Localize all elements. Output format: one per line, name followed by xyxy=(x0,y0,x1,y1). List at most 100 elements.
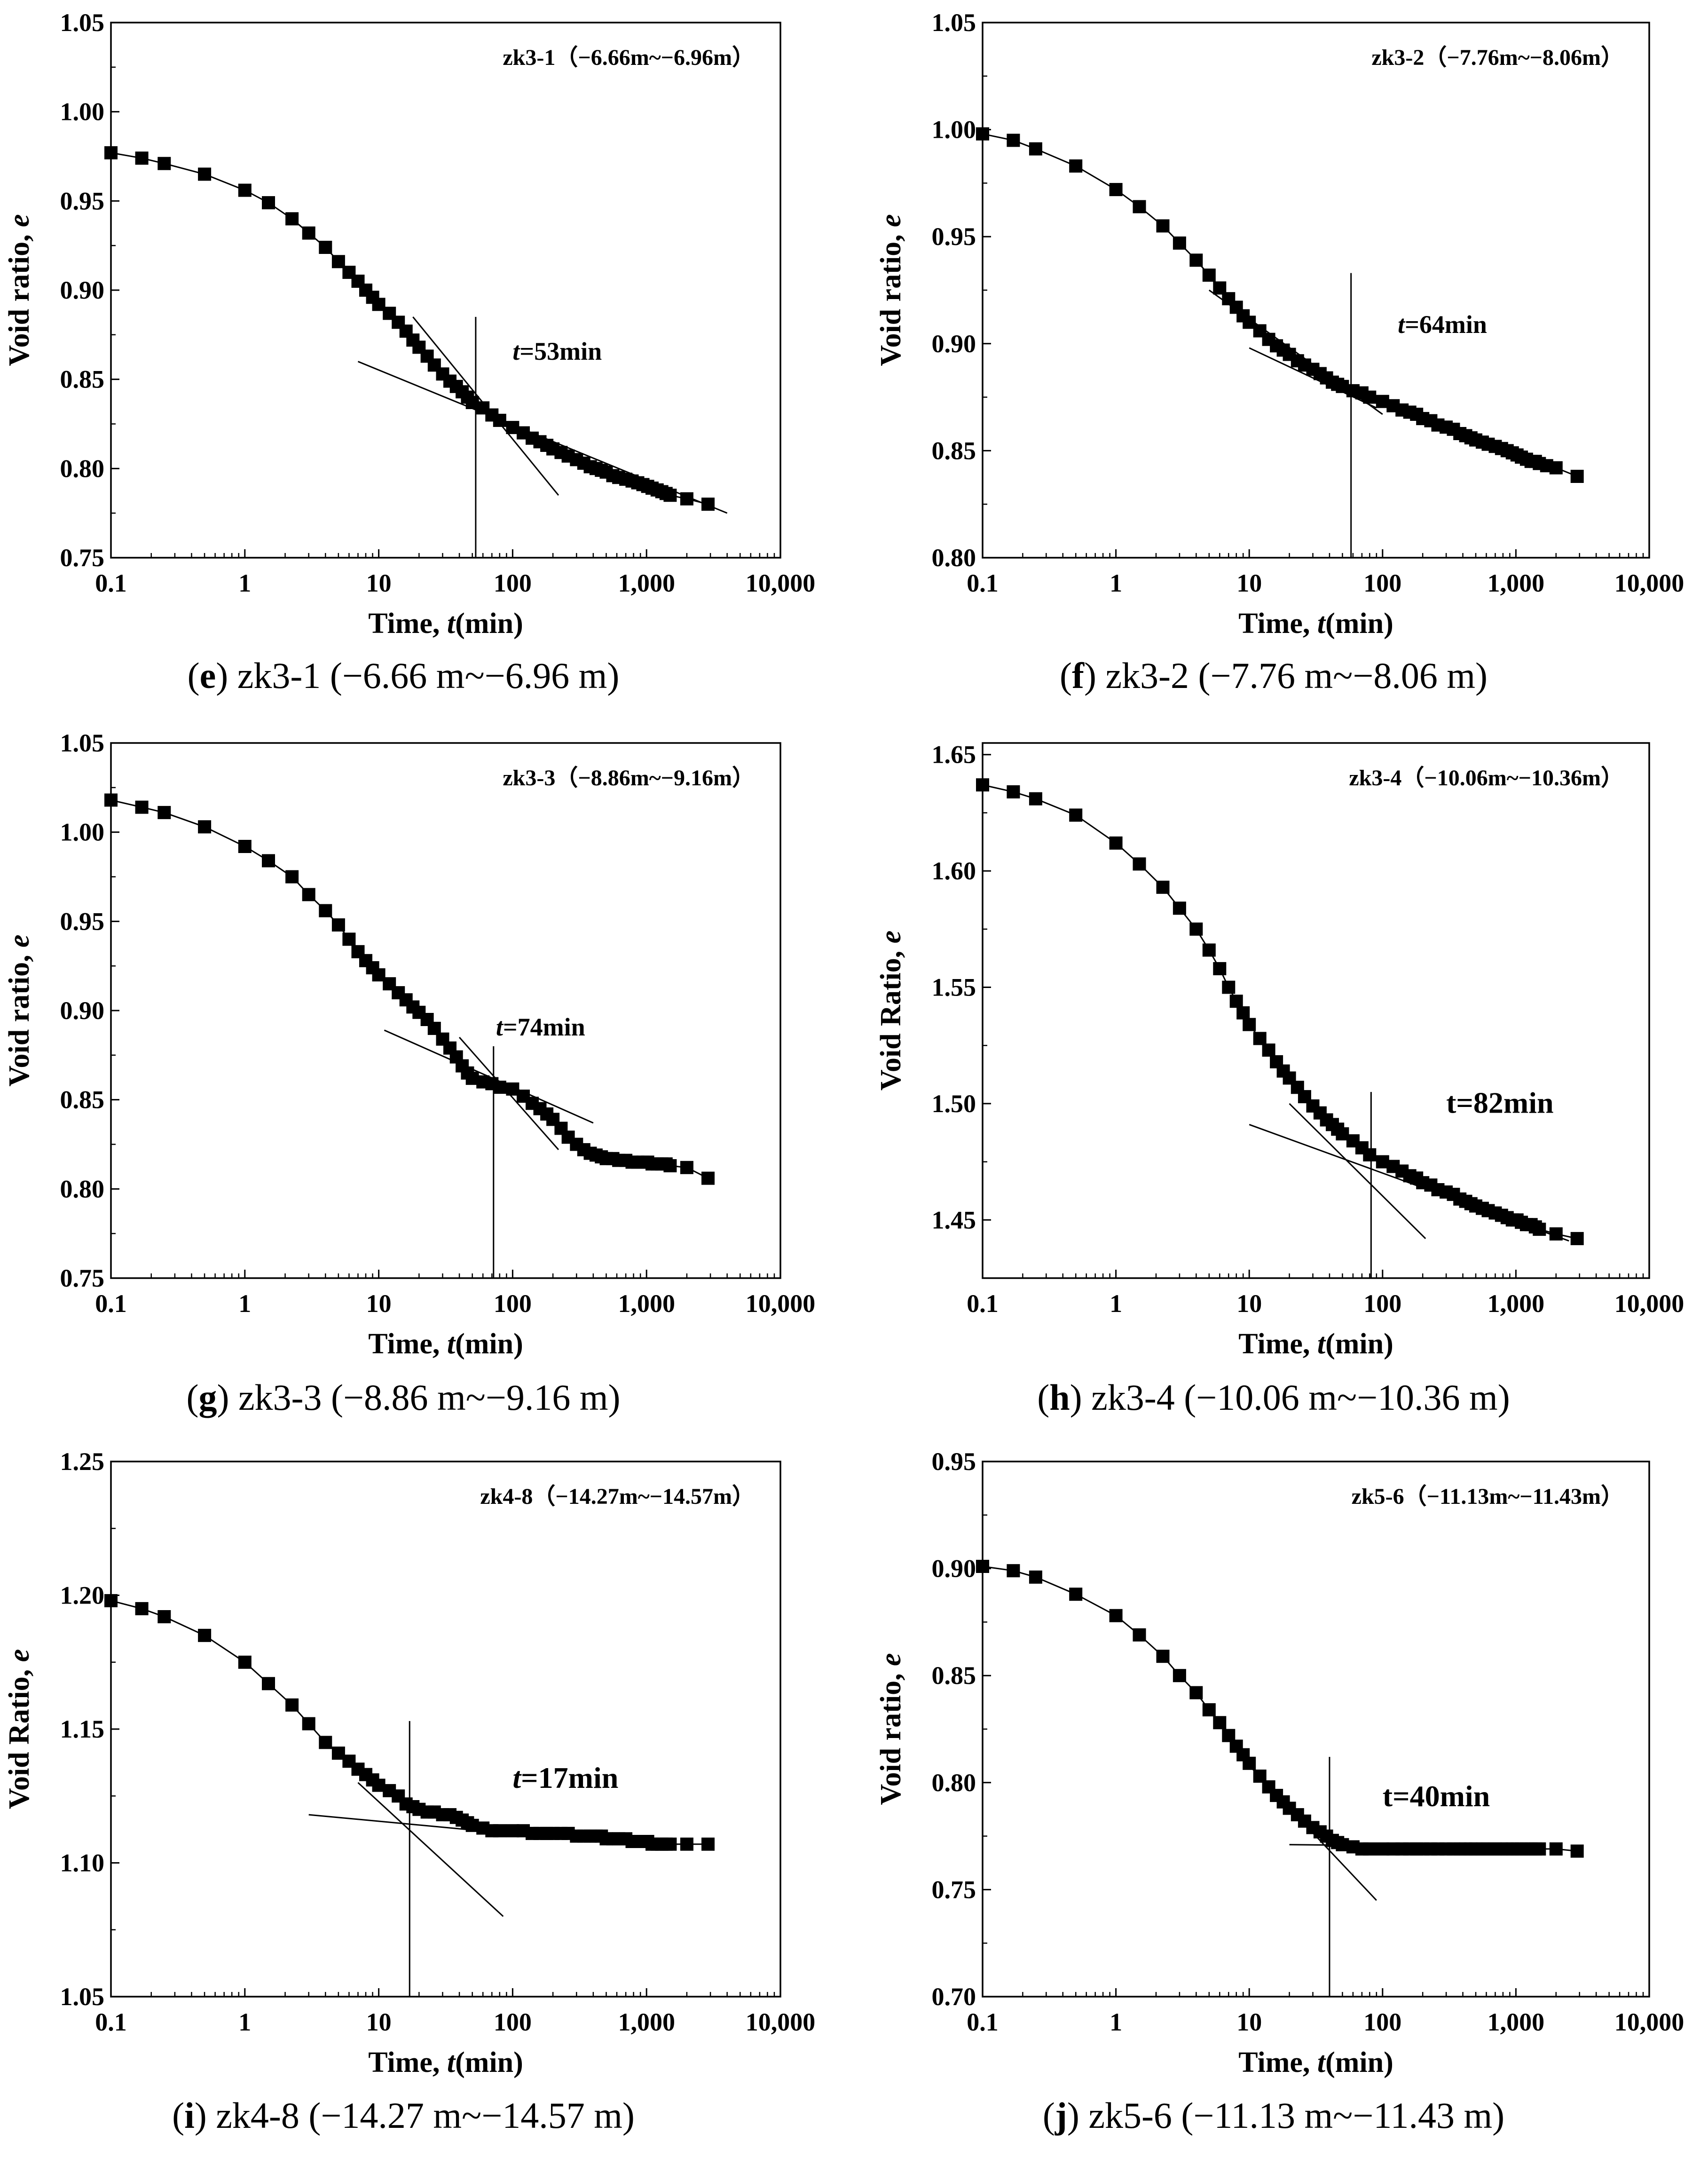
data-point xyxy=(1173,901,1186,915)
caption-paren-close: ) xyxy=(195,2095,207,2136)
data-point xyxy=(1156,1650,1170,1663)
y-tick-label: 0.95 xyxy=(932,222,976,251)
time-annotation-value: =17min xyxy=(521,1761,618,1794)
x-tick-label: 1,000 xyxy=(618,2008,675,2036)
panel-caption: (f) zk3-2 (−7.76 m~−8.06 m) xyxy=(1060,655,1488,696)
panel-caption: (e) zk3-1 (−6.66 m~−6.96 m) xyxy=(188,655,620,696)
tangent-line-primary-consolidation xyxy=(1208,289,1383,415)
data-point xyxy=(1549,461,1563,474)
data-point xyxy=(663,1159,677,1172)
data-point xyxy=(1133,1628,1146,1642)
x-tick-label: 10,000 xyxy=(1614,2008,1684,2036)
caption-letter: e xyxy=(200,655,216,696)
data-point xyxy=(1007,134,1020,147)
data-point xyxy=(1243,1018,1256,1031)
y-tick-label: 0.70 xyxy=(932,1983,976,2011)
tangent-line-primary-consolidation xyxy=(357,1782,504,1917)
y-tick-label: 1.05 xyxy=(60,729,105,757)
data-point xyxy=(262,854,275,868)
data-point xyxy=(1109,836,1123,850)
x-tick-label: 10,000 xyxy=(1614,569,1684,597)
time-annotation-variable: t xyxy=(512,337,520,365)
data-point xyxy=(1189,1686,1203,1699)
x-axis-title-text: Time, xyxy=(368,1328,447,1360)
y-tick-label: 1.20 xyxy=(60,1581,105,1610)
x-tick-label: 10,000 xyxy=(746,1289,816,1318)
data-point xyxy=(1109,183,1123,197)
x-tick-label: 1,000 xyxy=(1488,1289,1545,1318)
caption-paren-open: ( xyxy=(172,2095,184,2136)
x-tick-label: 1,000 xyxy=(1488,569,1545,597)
x-axis-title-unit: (min) xyxy=(1325,608,1393,640)
x-axis-title: Time, t(min) xyxy=(1238,608,1393,640)
x-axis-title-text: Time, xyxy=(1238,608,1317,640)
x-tick-label: 10,000 xyxy=(1614,1289,1684,1318)
caption-paren-open: ( xyxy=(186,1377,198,1418)
y-axis-title-text: Void Ratio, xyxy=(875,943,907,1090)
x-tick-label: 0.1 xyxy=(95,2008,127,2036)
caption-letter: i xyxy=(184,2095,195,2136)
caption-paren-close: ) xyxy=(216,655,228,696)
data-point xyxy=(1173,236,1186,250)
data-point xyxy=(319,904,332,917)
tangent-line-secondary-compression xyxy=(1289,1844,1540,1848)
time-annotation-variable: t xyxy=(512,1761,522,1794)
specimen-label: zk3-2（−7.76m~−8.06m） xyxy=(1371,45,1623,70)
y-tick-label: 1.05 xyxy=(932,8,976,37)
y-axis-title-variable: e xyxy=(875,1653,907,1666)
y-axis-title-variable: e xyxy=(3,214,35,227)
x-tick-label: 10 xyxy=(1236,569,1262,597)
x-axis-title-variable: t xyxy=(447,608,456,640)
y-tick-label: 1.15 xyxy=(60,1715,105,1743)
caption-paren-close: ) xyxy=(1067,2095,1079,2136)
caption-text: zk3-4 (−10.06 m~−10.36 m) xyxy=(1082,1377,1510,1418)
x-axis-title-unit: (min) xyxy=(455,608,523,640)
x-tick-label: 10 xyxy=(366,569,392,597)
data-point xyxy=(285,870,299,884)
tangent-line-primary-consolidation xyxy=(1289,1103,1426,1239)
data-point xyxy=(1189,253,1203,267)
caption-text: zk5-6 (−11.13 m~−11.43 m) xyxy=(1079,2095,1504,2136)
y-tick-label: 1.00 xyxy=(60,98,105,126)
panel-caption: (j) zk5-6 (−11.13 m~−11.43 m) xyxy=(1043,2095,1504,2136)
panel-caption: (i) zk4-8 (−14.27 m~−14.57 m) xyxy=(172,2095,635,2136)
x-tick-label: 0.1 xyxy=(95,1289,127,1318)
tangent-line-secondary-compression xyxy=(1249,347,1377,409)
y-tick-label: 1.55 xyxy=(932,973,976,1002)
y-tick-label: 0.80 xyxy=(932,544,976,572)
data-point xyxy=(1069,808,1083,822)
caption-paren-open: ( xyxy=(1060,655,1072,696)
data-point xyxy=(319,241,332,254)
x-tick-label: 100 xyxy=(494,1289,532,1318)
time-annotation: t=82min xyxy=(1446,1086,1553,1120)
caption-text: zk3-3 (−8.86 m~−9.16 m) xyxy=(229,1377,620,1418)
time-annotation-variable: t xyxy=(1398,310,1406,339)
data-point xyxy=(285,212,299,226)
x-tick-label: 1,000 xyxy=(618,569,675,597)
y-axis-title: Void ratio, e xyxy=(3,214,35,366)
x-tick-label: 1 xyxy=(1110,1289,1122,1318)
caption-paren-close: ) xyxy=(217,1377,229,1418)
data-point xyxy=(1570,1232,1584,1245)
x-axis-title-variable: t xyxy=(1317,1328,1326,1360)
data-point xyxy=(1173,1669,1186,1683)
tangent-line-secondary-compression xyxy=(308,1814,653,1848)
plot-frame xyxy=(982,742,1650,1279)
y-tick-label: 1.60 xyxy=(932,857,976,885)
y-tick-label: 1.05 xyxy=(60,1983,105,2011)
x-axis-title-variable: t xyxy=(447,1328,456,1360)
y-axis-title-text: Void ratio, xyxy=(875,1666,907,1805)
x-axis-title-unit: (min) xyxy=(455,2046,523,2078)
y-axis-title: Void ratio, e xyxy=(875,214,907,366)
caption-letter: j xyxy=(1055,2095,1067,2136)
time-annotation-variable: t xyxy=(496,1013,504,1041)
data-point xyxy=(319,1736,332,1749)
y-axis-title: Void Ratio, e xyxy=(875,931,907,1090)
y-tick-label: 0.80 xyxy=(60,1175,105,1203)
data-point xyxy=(1029,1570,1042,1584)
y-tick-label: 0.85 xyxy=(932,436,976,465)
data-point xyxy=(302,226,315,240)
x-axis-title-variable: t xyxy=(1317,2046,1326,2078)
y-axis-title: Void Ratio, e xyxy=(3,1649,35,1809)
x-tick-label: 10,000 xyxy=(746,569,816,597)
